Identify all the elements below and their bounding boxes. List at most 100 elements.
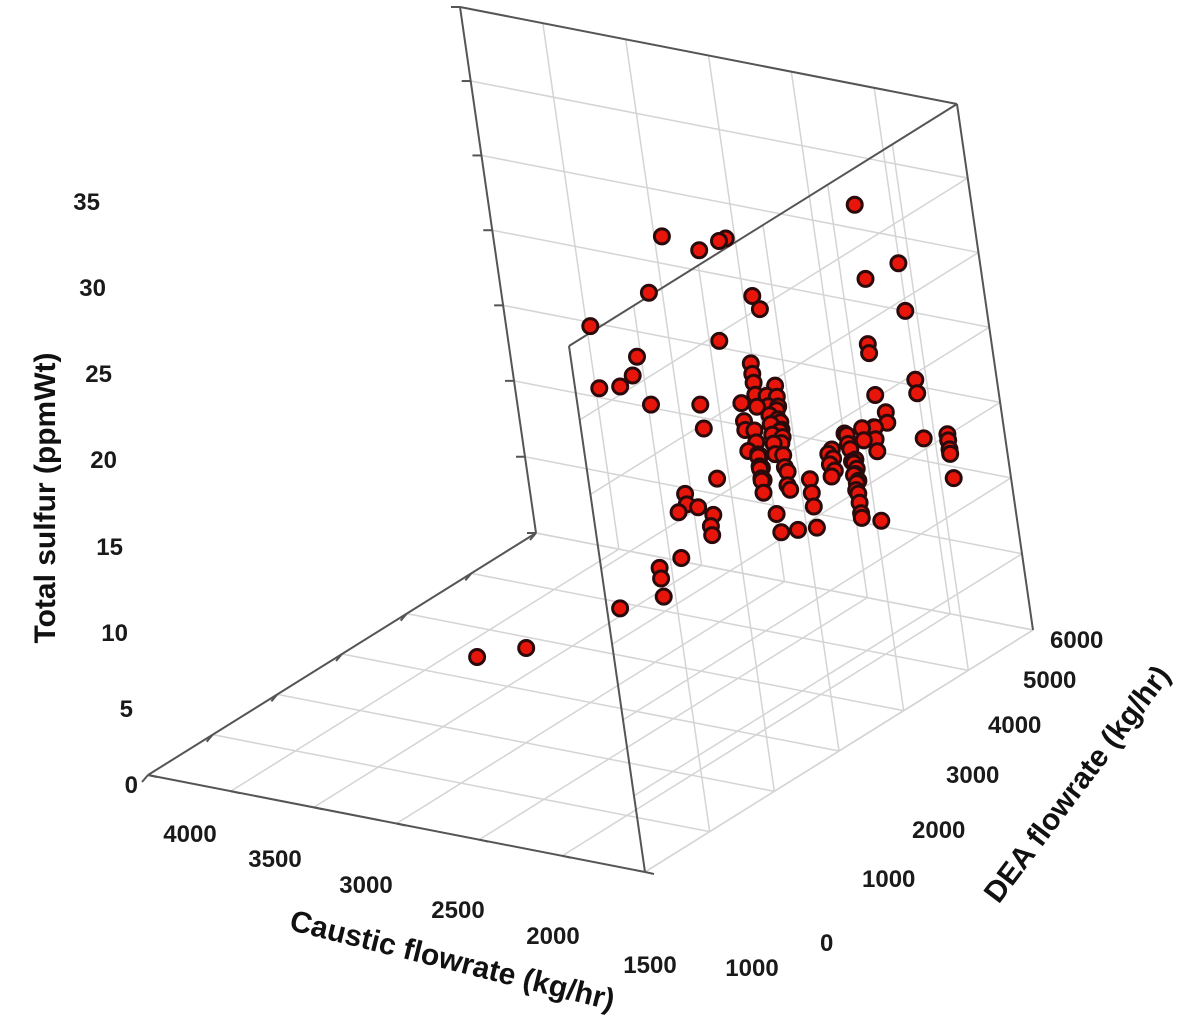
data-point — [710, 331, 729, 350]
y-tick-label: 1000 — [862, 866, 915, 893]
data-point — [854, 431, 873, 450]
z-tick-label: 30 — [79, 275, 106, 302]
z-tick-label: 35 — [73, 189, 100, 216]
data-point — [914, 429, 933, 448]
x-tick-label: 3000 — [339, 872, 392, 899]
floor-grid-line — [313, 564, 703, 808]
x-tick-label: 1500 — [623, 952, 676, 979]
floor-grid-line — [561, 613, 951, 857]
data-point — [710, 232, 728, 250]
axis-frame-line — [956, 103, 1034, 631]
y-tick-label: 6000 — [1050, 627, 1103, 654]
axis-frame-line — [459, 6, 958, 105]
z-tick-label: 25 — [85, 361, 112, 388]
floor-grid-line — [478, 597, 868, 841]
z-tick-label: 20 — [90, 447, 117, 474]
axis-frame-line — [459, 6, 537, 534]
data-point — [689, 498, 708, 517]
axis-tick-mark — [561, 854, 572, 859]
x-tick-label: 3500 — [248, 846, 301, 873]
axis-tick-mark — [396, 822, 406, 827]
x-tick-label: 2000 — [526, 923, 579, 950]
axis-tick-mark — [141, 774, 149, 783]
data-point — [703, 526, 722, 545]
axis-tick-mark — [313, 806, 323, 811]
data-point — [639, 283, 658, 302]
data-point — [866, 386, 885, 404]
data-point — [852, 508, 871, 527]
data-point — [807, 518, 826, 537]
data-point — [804, 497, 823, 516]
axis-tick-mark — [335, 653, 343, 662]
back-wall-grid-line — [762, 224, 840, 752]
data-point — [781, 480, 800, 499]
data-point — [654, 587, 673, 606]
data-point — [860, 344, 879, 363]
back-wall-grid-line — [891, 144, 970, 671]
data-point — [691, 395, 710, 414]
floor-grid-line — [230, 548, 620, 792]
data-point — [889, 254, 908, 273]
axis-tick-mark — [147, 774, 158, 778]
axis-tick-mark — [230, 790, 241, 795]
axis-tick-mark — [479, 838, 489, 843]
data-point — [690, 241, 709, 260]
axis-tick-mark — [205, 734, 214, 743]
data-point — [694, 419, 713, 438]
z-axis-title: Total sulfur (ppmWt) — [29, 352, 62, 643]
z-tick-label: 5 — [120, 696, 133, 723]
back-wall-grid-line — [632, 305, 711, 832]
data-point — [845, 195, 864, 214]
z-axis-ticks: 0 5 10 15 20 25 30 35 — [73, 189, 138, 799]
z-tick-label: 0 — [125, 772, 138, 799]
data-point — [611, 599, 630, 618]
axis-tick-mark — [399, 613, 408, 622]
x-tick-label: 4000 — [163, 821, 216, 848]
axis-frame-line — [568, 103, 958, 347]
axis-frame-line — [568, 345, 646, 873]
data-point — [581, 317, 600, 336]
data-point — [872, 511, 891, 530]
data-point — [708, 469, 727, 488]
y-tick-label: 3000 — [946, 762, 999, 789]
data-point — [896, 301, 915, 320]
data-point — [856, 269, 875, 288]
data-point — [468, 648, 487, 666]
y-axis-title: DEA flowrate (kg/hr) — [978, 660, 1177, 909]
data-point — [789, 520, 807, 539]
data-point — [611, 377, 630, 396]
axis-tick-mark — [464, 572, 473, 581]
data-point — [669, 503, 688, 522]
data-point — [672, 549, 691, 567]
data-points — [468, 195, 963, 666]
data-point — [944, 469, 963, 488]
axis-tick-mark — [270, 693, 279, 702]
data-point — [767, 505, 786, 523]
back-wall-grid-line — [697, 265, 776, 792]
data-point — [772, 523, 791, 542]
data-point — [652, 569, 671, 588]
y-tick-label: 5000 — [1023, 667, 1076, 694]
side-wall-grid-line — [873, 87, 951, 614]
data-point — [908, 384, 927, 403]
axis-tick-mark — [529, 532, 537, 541]
y-tick-label: 4000 — [988, 712, 1041, 739]
chart-grid — [147, 6, 1034, 873]
data-point — [750, 300, 769, 319]
data-point — [822, 467, 841, 486]
y-tick-label: 2000 — [912, 817, 965, 844]
side-wall-grid-line — [624, 39, 703, 566]
data-point — [642, 395, 660, 414]
y-tick-label: 0 — [820, 930, 833, 957]
data-point — [743, 287, 762, 305]
data-point — [628, 347, 646, 366]
side-wall-grid-line — [542, 23, 620, 550]
data-point — [623, 366, 642, 385]
x-axis-ticks: 4000 3500 3000 2500 2000 1500 1000 — [163, 821, 778, 982]
data-point — [652, 227, 671, 246]
chart-frame — [141, 6, 1034, 875]
data-point — [517, 639, 536, 657]
x-tick-label: 2500 — [431, 897, 484, 924]
z-tick-label: 15 — [96, 534, 123, 561]
